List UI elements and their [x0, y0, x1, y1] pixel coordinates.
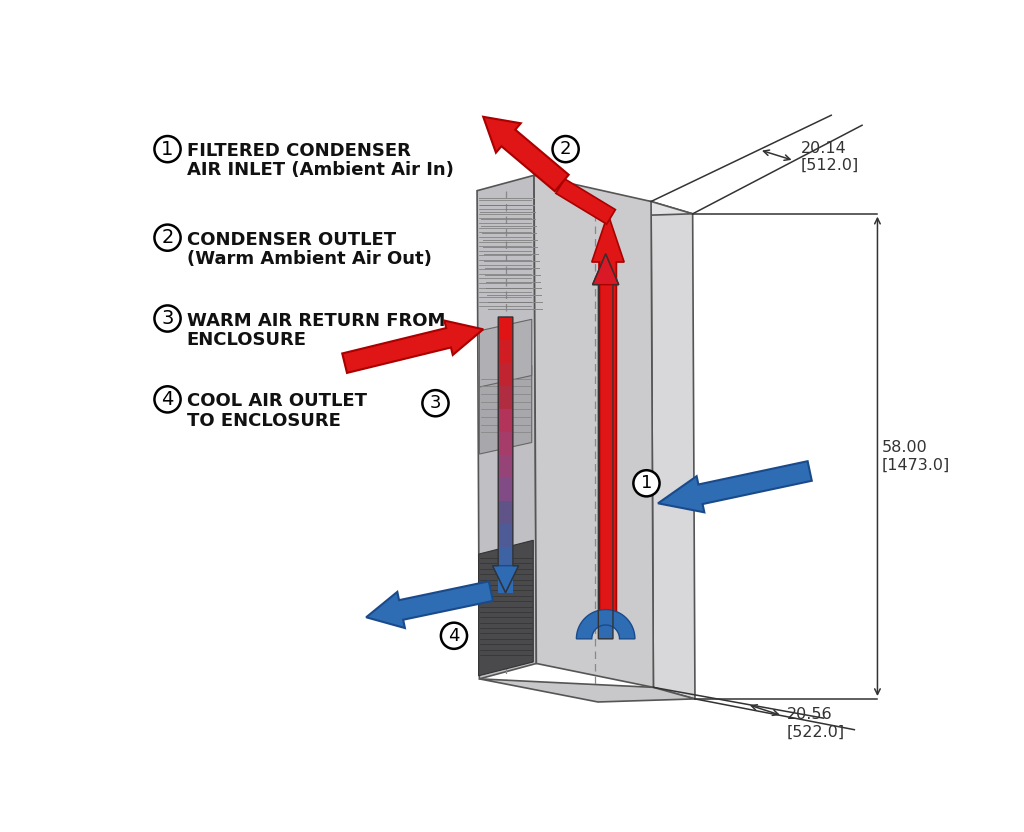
Polygon shape: [592, 214, 625, 616]
Polygon shape: [499, 478, 513, 501]
Polygon shape: [499, 363, 513, 386]
Text: 2: 2: [560, 140, 571, 158]
Polygon shape: [499, 432, 513, 455]
Text: (Warm Ambient Air Out): (Warm Ambient Air Out): [186, 250, 432, 268]
Circle shape: [422, 390, 449, 416]
Text: 20.14
[512.0]: 20.14 [512.0]: [801, 141, 859, 173]
Text: 4: 4: [449, 626, 460, 645]
Circle shape: [155, 386, 180, 413]
Polygon shape: [598, 529, 613, 557]
Polygon shape: [367, 582, 493, 628]
Polygon shape: [598, 502, 613, 529]
Polygon shape: [598, 474, 613, 502]
Circle shape: [441, 622, 467, 649]
Polygon shape: [598, 612, 613, 639]
Text: COOL AIR OUTLET: COOL AIR OUTLET: [186, 393, 367, 410]
Circle shape: [155, 225, 180, 250]
Polygon shape: [499, 317, 513, 340]
Polygon shape: [499, 340, 513, 363]
Polygon shape: [478, 540, 534, 676]
Polygon shape: [499, 547, 513, 570]
Text: AIR INLET (Ambient Air In): AIR INLET (Ambient Air In): [186, 161, 454, 180]
Text: ENCLOSURE: ENCLOSURE: [186, 331, 307, 349]
Circle shape: [634, 470, 659, 497]
Polygon shape: [651, 201, 695, 699]
Polygon shape: [342, 320, 483, 373]
Text: FILTERED CONDENSER: FILTERED CONDENSER: [186, 142, 411, 161]
Text: 58.00
[1473.0]: 58.00 [1473.0]: [882, 440, 950, 473]
Polygon shape: [556, 179, 615, 224]
Polygon shape: [598, 391, 613, 418]
Polygon shape: [535, 176, 653, 687]
Polygon shape: [598, 309, 613, 336]
Polygon shape: [598, 557, 613, 584]
Polygon shape: [493, 566, 518, 592]
Polygon shape: [593, 254, 618, 285]
Polygon shape: [479, 679, 695, 702]
Text: CONDENSER OUTLET: CONDENSER OUTLET: [186, 230, 396, 249]
Polygon shape: [479, 319, 531, 387]
Polygon shape: [483, 116, 568, 191]
Polygon shape: [577, 610, 635, 639]
Polygon shape: [598, 446, 613, 474]
Polygon shape: [658, 461, 812, 513]
Polygon shape: [479, 365, 531, 454]
Polygon shape: [477, 176, 537, 679]
Polygon shape: [499, 409, 513, 432]
Polygon shape: [598, 584, 613, 612]
Text: 20.56
[522.0]: 20.56 [522.0]: [786, 707, 845, 740]
Text: WARM AIR RETURN FROM: WARM AIR RETURN FROM: [186, 312, 445, 329]
Polygon shape: [499, 386, 513, 409]
Text: 1: 1: [641, 474, 652, 493]
Circle shape: [553, 136, 579, 162]
Circle shape: [155, 305, 180, 332]
Text: 3: 3: [162, 309, 174, 328]
Polygon shape: [598, 364, 613, 391]
Polygon shape: [598, 418, 613, 446]
Polygon shape: [499, 455, 513, 478]
Polygon shape: [499, 523, 513, 547]
Text: 3: 3: [430, 394, 441, 412]
Polygon shape: [598, 336, 613, 364]
Polygon shape: [499, 501, 513, 523]
Text: 2: 2: [162, 228, 174, 247]
Text: 1: 1: [162, 140, 174, 159]
Polygon shape: [477, 191, 692, 217]
Text: 4: 4: [162, 390, 174, 409]
Polygon shape: [598, 281, 613, 309]
Circle shape: [155, 136, 180, 162]
Text: TO ENCLOSURE: TO ENCLOSURE: [186, 412, 341, 429]
Polygon shape: [499, 570, 513, 592]
Polygon shape: [598, 254, 613, 281]
